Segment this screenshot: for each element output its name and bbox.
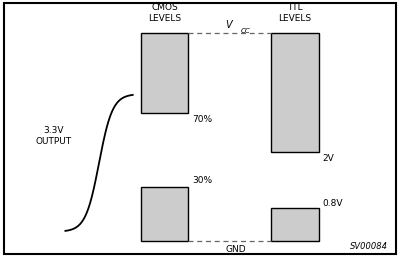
Text: V: V [226, 20, 232, 30]
Text: CC: CC [241, 29, 250, 34]
Bar [141, 187, 188, 241]
Text: 3.3V
OUTPUT: 3.3V OUTPUT [36, 126, 72, 146]
Text: GND: GND [226, 245, 246, 254]
Bar [141, 33, 188, 113]
Text: 70%: 70% [192, 115, 212, 124]
Text: CMOS
LEVELS: CMOS LEVELS [148, 3, 181, 23]
Text: 0.8V: 0.8V [323, 199, 343, 208]
Text: 2V: 2V [323, 153, 334, 162]
Bar [271, 33, 319, 152]
Text: 30%: 30% [192, 176, 212, 185]
Text: SV00084: SV00084 [350, 242, 388, 251]
Text: TTL
LEVELS: TTL LEVELS [278, 3, 312, 23]
Bar [271, 208, 319, 241]
